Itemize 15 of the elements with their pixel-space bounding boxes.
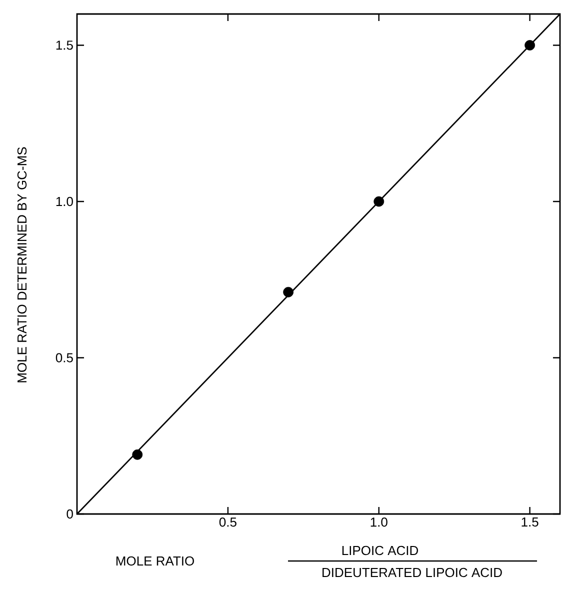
y-tick-label: 1.0 <box>56 196 73 206</box>
y-tick-label: 1.5 <box>56 40 73 50</box>
x-tick-label: 1.5 <box>522 518 538 527</box>
y-tick-label: 0 <box>66 509 73 519</box>
x-tick-label: 0.5 <box>219 518 236 527</box>
point <box>132 449 143 460</box>
point <box>524 40 536 50</box>
x-tick-label: 1.0 <box>370 518 388 527</box>
y-axis-title: MOLE RATIO DETERMINED BY GC-MS <box>17 147 27 382</box>
text: LIPOIC ACID <box>342 546 418 556</box>
point <box>374 196 384 207</box>
text: DIDEUTERATED LIPOIC ACID <box>322 568 502 578</box>
y-tick-label: 0.5 <box>56 353 73 362</box>
x-axis-title: MOLE RATIO <box>116 556 194 566</box>
point <box>283 286 294 298</box>
